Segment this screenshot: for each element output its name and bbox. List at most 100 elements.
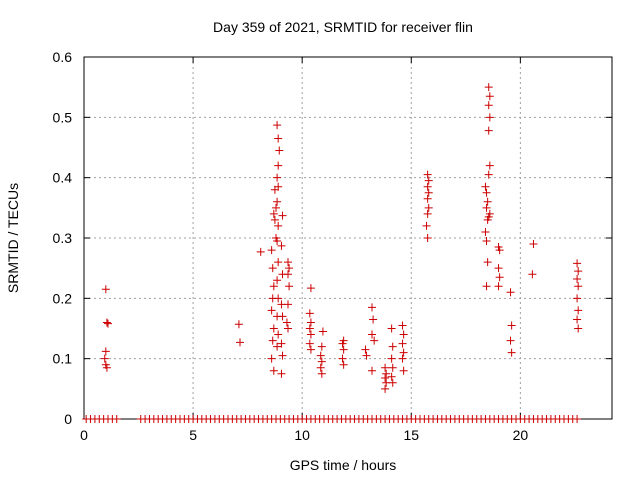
data-point	[484, 126, 493, 135]
zero-point	[112, 415, 121, 423]
data-point	[573, 315, 582, 324]
data-point	[484, 101, 493, 110]
x-axis-label: GPS time / hours	[290, 457, 397, 473]
data-point	[285, 264, 294, 273]
data-point	[381, 363, 390, 372]
data-point	[285, 282, 294, 291]
data-point	[278, 211, 287, 220]
data-point	[494, 264, 503, 273]
data-point	[267, 354, 276, 363]
data-point	[306, 345, 315, 354]
y-tick-label: 0	[64, 411, 72, 427]
data-point	[573, 294, 582, 303]
data-point	[101, 347, 110, 356]
data-point	[274, 161, 283, 170]
data-point	[256, 247, 265, 256]
data-point	[506, 288, 515, 297]
data-point	[284, 270, 292, 279]
data-point	[267, 246, 276, 255]
data-point	[273, 121, 282, 130]
data-point	[317, 369, 326, 378]
data-point	[388, 378, 397, 387]
data-point	[269, 366, 278, 375]
data-point	[273, 237, 282, 246]
x-tick-label: 0	[80, 427, 88, 443]
data-point	[269, 282, 278, 291]
data-point	[274, 330, 283, 339]
data-point	[273, 173, 282, 182]
data-point	[424, 203, 433, 212]
data-point	[370, 336, 379, 345]
data-point	[306, 318, 315, 327]
data-point	[423, 194, 432, 203]
data-point	[277, 339, 286, 348]
data-point	[574, 306, 583, 315]
y-tick-label: 0.4	[53, 170, 73, 186]
data-point	[574, 324, 583, 333]
data-point	[268, 336, 277, 345]
data-point	[274, 221, 283, 230]
x-tick-label: 20	[513, 427, 529, 443]
data-point	[317, 342, 326, 351]
y-tick-label: 0.5	[53, 109, 73, 125]
data-point	[338, 354, 347, 363]
data-point	[573, 259, 582, 268]
data-point	[284, 324, 292, 333]
data-point	[274, 294, 283, 303]
data-point	[273, 276, 282, 285]
data-point	[506, 336, 515, 345]
data-point	[574, 267, 583, 276]
data-point	[507, 321, 516, 330]
data-point	[274, 182, 283, 191]
data-point	[495, 273, 504, 282]
data-point	[423, 182, 432, 191]
data-point	[316, 363, 325, 372]
data-point	[305, 339, 314, 348]
data-point	[318, 327, 327, 336]
data-point	[423, 209, 432, 218]
data-point	[423, 234, 432, 242]
data-point	[305, 324, 314, 333]
x-tick-label: 5	[189, 427, 197, 443]
data-point	[272, 203, 280, 212]
data-point	[529, 240, 538, 249]
data-point	[362, 351, 371, 360]
data-point	[338, 339, 347, 348]
data-point	[102, 363, 111, 372]
chart-title: Day 359 of 2021, SRMTID for receiver fli…	[213, 19, 473, 35]
data-point	[528, 270, 537, 279]
data-point	[101, 285, 110, 294]
y-tick-label: 0.3	[53, 230, 73, 246]
y-tick-label: 0.1	[53, 351, 73, 367]
data-point	[368, 330, 376, 339]
data-point	[495, 246, 504, 255]
data-point	[268, 264, 277, 273]
data-point	[269, 209, 278, 218]
data-point	[317, 357, 326, 366]
data-point	[368, 366, 376, 375]
data-point	[483, 258, 492, 267]
data-point	[273, 342, 282, 351]
data-point	[282, 318, 291, 327]
data-point	[481, 227, 490, 236]
data-point	[423, 170, 432, 179]
data-point	[305, 309, 314, 318]
data-point	[381, 384, 390, 393]
data-point	[382, 369, 391, 378]
data-point	[270, 215, 279, 224]
data-point	[273, 197, 282, 206]
data-point	[482, 188, 491, 197]
data-point	[306, 284, 315, 293]
data-point	[387, 324, 396, 333]
data-point	[482, 237, 491, 246]
data-point	[494, 282, 503, 291]
data-point	[484, 212, 493, 221]
data-point	[278, 312, 287, 321]
data-point	[424, 188, 433, 197]
data-point	[485, 113, 494, 122]
data-point	[424, 176, 433, 185]
data-point	[485, 161, 494, 170]
data-point	[104, 319, 112, 328]
data-point	[483, 197, 492, 206]
